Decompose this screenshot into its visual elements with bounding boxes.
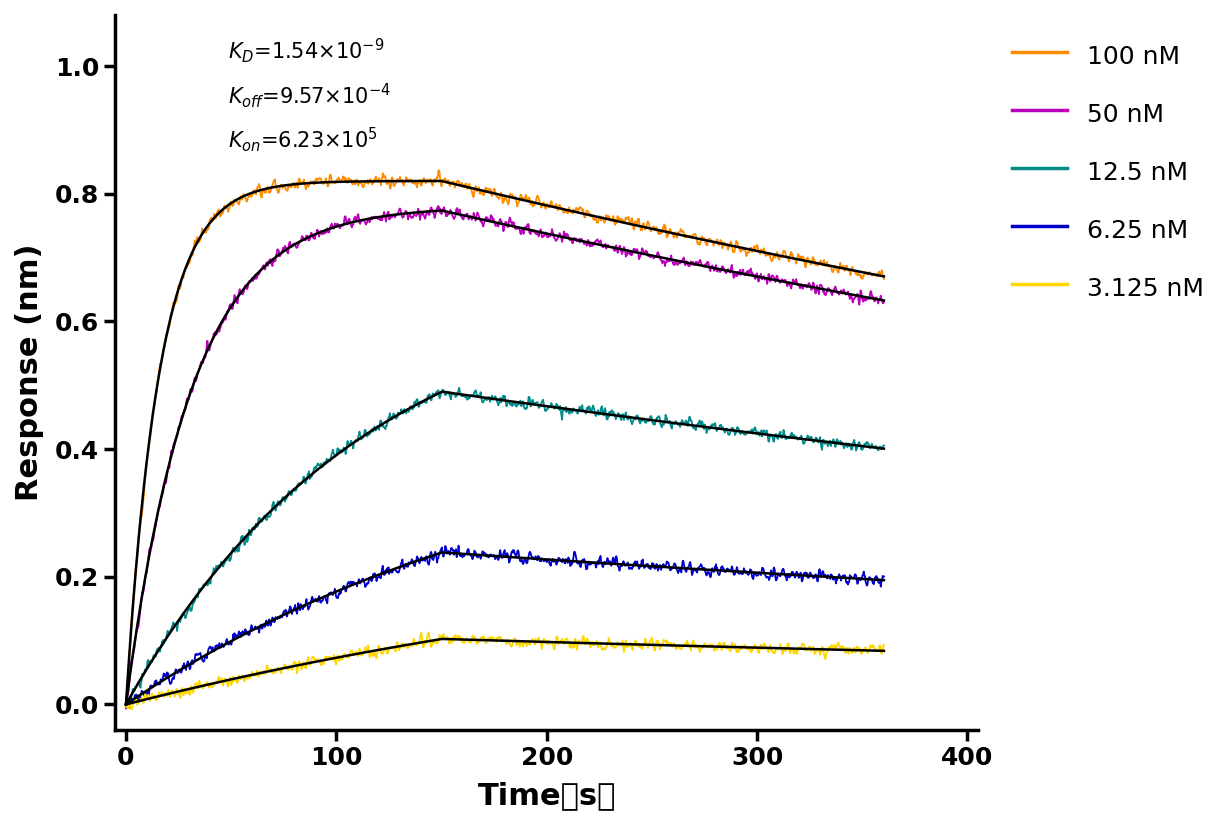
50 nM: [431, 200, 446, 210]
3.125 nM: [118, 700, 133, 710]
100 nM: [565, 209, 580, 219]
100 nM: [431, 166, 446, 176]
100 nM: [744, 247, 759, 257]
6.25 nM: [453, 551, 468, 561]
12.5 nM: [383, 412, 398, 422]
12.5 nM: [565, 407, 580, 417]
3.125 nM: [453, 633, 468, 643]
X-axis label: Time（s）: Time（s）: [478, 781, 616, 810]
50 nM: [118, 704, 133, 714]
50 nM: [744, 267, 759, 277]
Line: 50 nM: 50 nM: [126, 205, 883, 709]
100 nM: [383, 184, 398, 194]
50 nM: [586, 240, 601, 250]
50 nM: [361, 214, 376, 224]
3.125 nM: [565, 644, 580, 653]
Y-axis label: Response (nm): Response (nm): [15, 243, 44, 502]
12.5 nM: [586, 403, 601, 412]
3.125 nM: [124, 705, 139, 714]
3.125 nM: [383, 643, 398, 653]
12.5 nM: [452, 383, 467, 393]
6.25 nM: [118, 695, 133, 705]
100 nM: [452, 181, 467, 191]
6.25 nM: [451, 540, 466, 550]
3.125 nM: [876, 639, 891, 649]
6.25 nM: [361, 575, 376, 585]
3.125 nM: [586, 639, 601, 648]
100 nM: [586, 214, 601, 224]
3.125 nM: [361, 648, 376, 658]
6.25 nM: [565, 553, 580, 563]
6.25 nM: [876, 572, 891, 582]
12.5 nM: [876, 441, 891, 450]
100 nM: [361, 179, 376, 189]
Line: 100 nM: 100 nM: [126, 171, 883, 704]
50 nM: [383, 214, 398, 224]
12.5 nM: [452, 386, 467, 396]
3.125 nM: [745, 645, 760, 655]
100 nM: [876, 274, 891, 284]
6.25 nM: [122, 703, 137, 713]
6.25 nM: [383, 565, 398, 575]
3.125 nM: [421, 628, 436, 638]
Line: 3.125 nM: 3.125 nM: [126, 633, 883, 710]
12.5 nM: [118, 696, 133, 706]
50 nM: [452, 205, 467, 214]
Legend: 100 nM, 50 nM, 12.5 nM, 6.25 nM, 3.125 nM: 100 nM, 50 nM, 12.5 nM, 6.25 nM, 3.125 n…: [999, 27, 1216, 315]
50 nM: [876, 297, 891, 307]
100 nM: [118, 699, 133, 709]
12.5 nM: [744, 424, 759, 434]
12.5 nM: [361, 430, 376, 440]
6.25 nM: [745, 573, 760, 583]
50 nM: [565, 238, 580, 248]
Text: $K_D$=1.54×10$^{-9}$
$K_{off}$=9.57×10$^{-4}$
$K_{on}$=6.23×10$^{5}$: $K_D$=1.54×10$^{-9}$ $K_{off}$=9.57×10$^…: [228, 36, 391, 154]
Line: 6.25 nM: 6.25 nM: [126, 545, 883, 708]
Line: 12.5 nM: 12.5 nM: [126, 388, 883, 701]
6.25 nM: [586, 558, 601, 568]
